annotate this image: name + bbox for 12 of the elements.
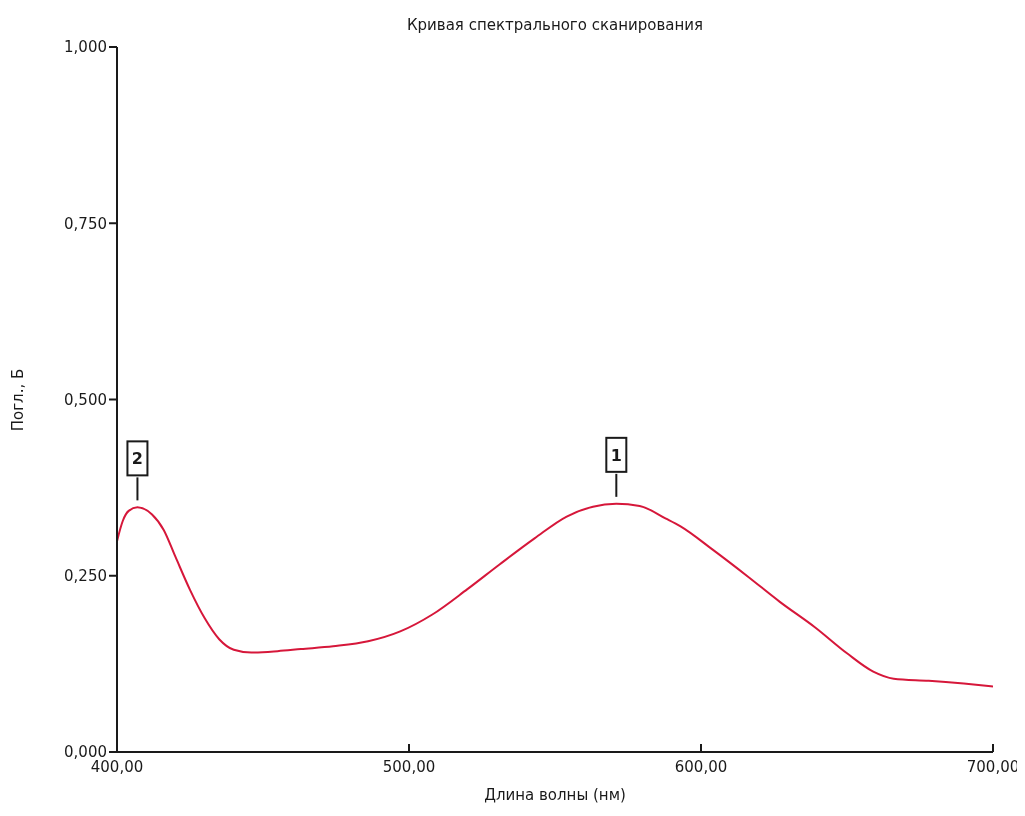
y-tick-label: 0,500 (64, 390, 107, 409)
x-tick-label: 500,00 (382, 758, 436, 776)
y-tick-label: 0,750 (64, 214, 107, 233)
chart-title: Кривая спектрального сканирования (405, 16, 705, 34)
y-axis-title: Погл., Б (9, 368, 27, 432)
annotation: 2 (131, 449, 144, 469)
x-tick-label: 600,00 (674, 758, 728, 776)
x-axis-title: Длина волны (нм) (483, 786, 627, 804)
annotation: 1 (610, 445, 622, 465)
y-tick-label: 0,250 (64, 567, 107, 586)
line-series (117, 502, 993, 688)
y-tick-label: 1,000 (64, 38, 107, 57)
